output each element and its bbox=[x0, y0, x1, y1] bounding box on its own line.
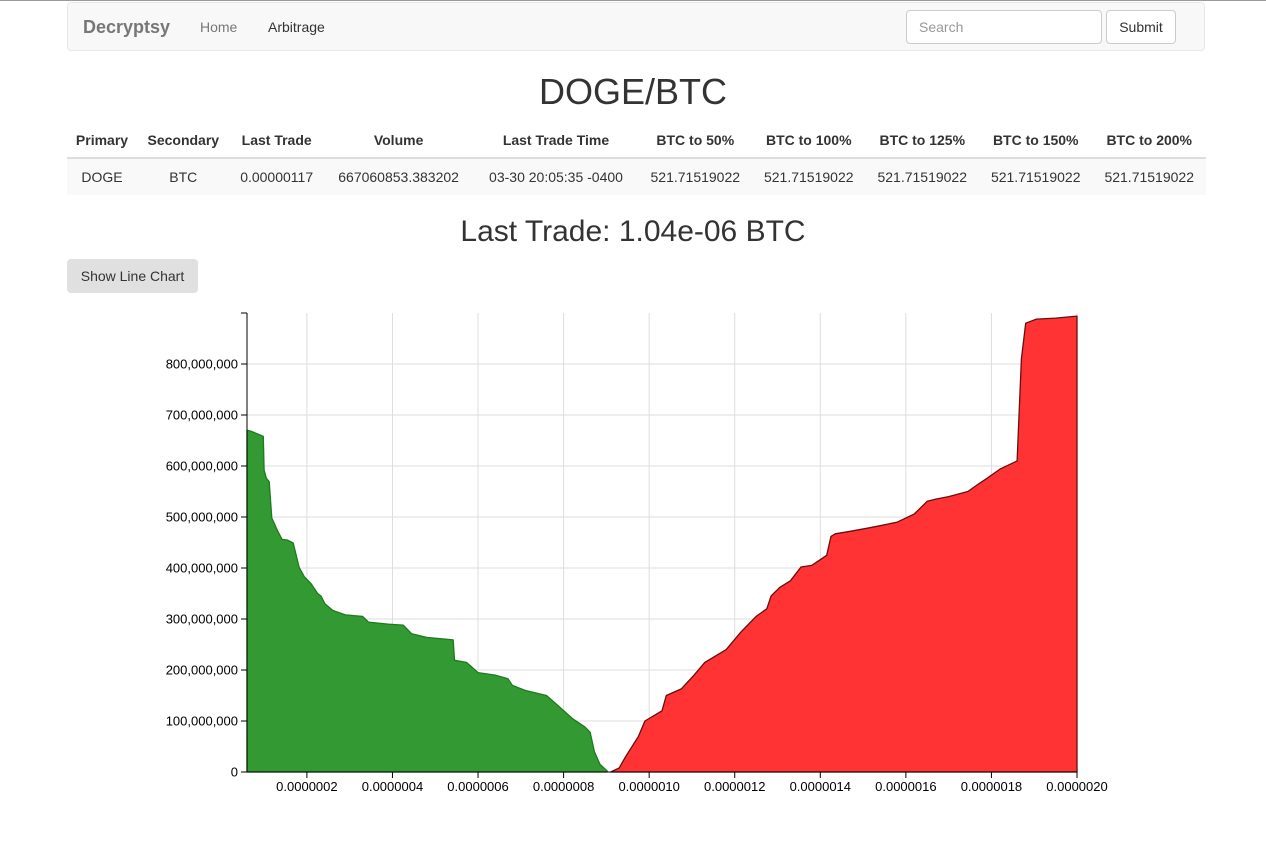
show-line-chart-button[interactable]: Show Line Chart bbox=[67, 259, 198, 293]
x-tick-label: 0.0000010 bbox=[618, 779, 679, 794]
page-title: DOGE/BTC bbox=[538, 71, 727, 112]
x-tick-label: 0.0000012 bbox=[704, 779, 765, 794]
table-cell-primary: DOGE bbox=[67, 158, 137, 195]
y-tick-label: 100,000,000 bbox=[166, 714, 238, 729]
table-cell-btc-to-50: 521.71519022 bbox=[638, 158, 753, 195]
table-header-cell: Last Trade bbox=[229, 122, 324, 159]
table-cell-last-trade: 0.00000117 bbox=[229, 158, 324, 195]
x-tick-label: 0.0000008 bbox=[533, 779, 594, 794]
table-header-cell: BTC to 200% bbox=[1092, 122, 1206, 159]
market-table: Primary Secondary Last Trade Volume Last… bbox=[67, 122, 1206, 195]
table-header-cell: Last Trade Time bbox=[473, 122, 639, 159]
x-tick-label: 0.0000002 bbox=[276, 779, 337, 794]
submit-button[interactable]: Submit bbox=[1106, 10, 1176, 44]
last-trade-heading: Last Trade: 1.04e-06 BTC bbox=[460, 215, 806, 248]
x-tick-label: 0.0000004 bbox=[362, 779, 423, 794]
table-cell-volume: 667060853.383202 bbox=[323, 158, 474, 195]
table-header-cell: BTC to 50% bbox=[638, 122, 753, 159]
table-header-cell: Secondary bbox=[136, 122, 230, 159]
y-tick-label: 300,000,000 bbox=[166, 612, 238, 627]
table-header-cell: BTC to 125% bbox=[865, 122, 979, 159]
y-tick-label: 800,000,000 bbox=[166, 357, 238, 372]
y-tick-label: 400,000,000 bbox=[166, 561, 238, 576]
table-cell-btc-to-150: 521.71519022 bbox=[978, 158, 1093, 195]
table-cell-secondary: BTC bbox=[136, 158, 230, 195]
table-row: DOGE BTC 0.00000117 667060853.383202 03-… bbox=[67, 158, 1206, 195]
ask-depth-area bbox=[610, 315, 1078, 773]
table-header-cell: BTC to 100% bbox=[752, 122, 866, 159]
x-tick-label: 0.0000016 bbox=[875, 779, 936, 794]
table-header-cell: Volume bbox=[323, 122, 474, 159]
y-tick-label: 600,000,000 bbox=[166, 459, 238, 474]
y-tick-label: 700,000,000 bbox=[166, 408, 238, 423]
nav-link-home[interactable]: Home bbox=[200, 19, 238, 35]
nav-link-arbitrage[interactable]: Arbitrage bbox=[268, 19, 325, 35]
depth-chart: 0.0000002 0.0000004 0.0000006 0.0000008 0.00… bbox=[166, 312, 1108, 794]
brand-logo-text[interactable]: Decryptsy bbox=[83, 17, 171, 37]
x-tick-label: 0.0000014 bbox=[790, 779, 851, 794]
top-border-line bbox=[0, 0, 1266, 1]
y-tick-label: 500,000,000 bbox=[166, 510, 238, 525]
table-cell-btc-to-100: 521.71519022 bbox=[752, 158, 866, 195]
table-header-cell: Primary bbox=[67, 122, 137, 159]
y-tick-label: 0 bbox=[231, 765, 238, 780]
chart-axes: 0.0000002 0.0000004 0.0000006 0.0000008 0.00… bbox=[166, 312, 1108, 794]
table-header-cell: BTC to 150% bbox=[978, 122, 1093, 159]
chart-areas bbox=[246, 315, 1078, 773]
table-header-row: Primary Secondary Last Trade Volume Last… bbox=[67, 122, 1206, 159]
bid-depth-area bbox=[246, 429, 608, 773]
x-tick-label: 0.0000020 bbox=[1046, 779, 1107, 794]
table-cell-btc-to-125: 521.71519022 bbox=[865, 158, 979, 195]
x-tick-label: 0.0000006 bbox=[447, 779, 508, 794]
search-input[interactable] bbox=[906, 10, 1102, 44]
table-cell-last-trade-time: 03-30 20:05:35 -0400 bbox=[473, 158, 639, 195]
y-tick-label: 200,000,000 bbox=[166, 663, 238, 678]
x-tick-label: 0.0000018 bbox=[961, 779, 1022, 794]
navbar: Decryptsy Home Arbitrage Submit bbox=[67, 2, 1205, 51]
table-cell-btc-to-200: 521.71519022 bbox=[1092, 158, 1206, 195]
